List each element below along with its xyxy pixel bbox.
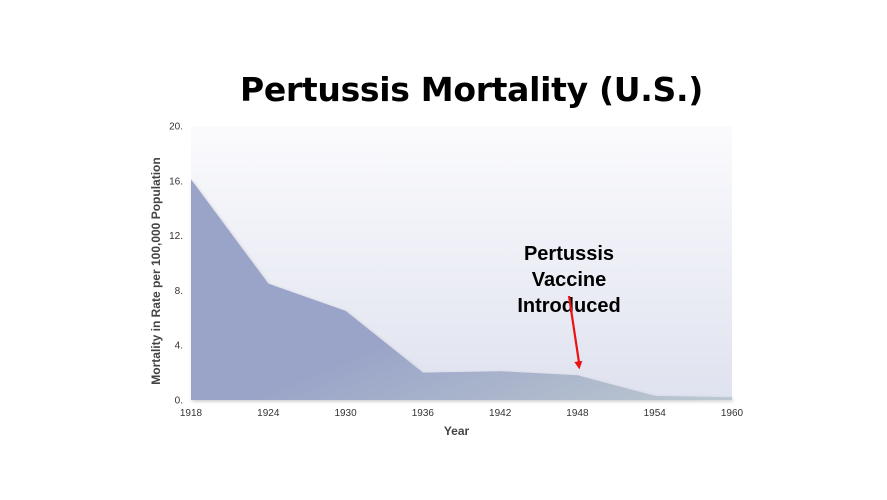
y-tick-label: 8.: [175, 286, 183, 297]
data-point-1924: [267, 282, 270, 285]
chart-title: Pertussis Mortality (U.S.): [239, 70, 704, 109]
data-point-1942: [499, 370, 502, 373]
y-tick-label: 4.: [175, 341, 183, 352]
data-point-1936: [421, 371, 424, 374]
x-tick-label: 1924: [257, 408, 280, 419]
x-tick-label: 1918: [180, 408, 203, 419]
data-point-1948: [576, 374, 579, 377]
y-tick-label: 0.: [175, 396, 183, 407]
x-tick-label: 1936: [412, 408, 435, 419]
x-tick-label: 1954: [644, 408, 667, 419]
y-axis-title: Mortality in Rate per 100,000 Population: [149, 157, 163, 384]
y-tick-label: 16.: [169, 176, 183, 187]
annotation-arrow-head: [574, 360, 583, 370]
y-tick-label: 12.: [169, 231, 183, 242]
x-tick-label: 1960: [721, 408, 744, 419]
annotation-text-line: Pertussis: [524, 243, 614, 265]
annotation-text-line: Introduced: [517, 295, 620, 317]
data-point-1960: [731, 396, 734, 399]
x-tick-label: 1942: [489, 408, 512, 419]
annotation-arrow-line: [567, 295, 581, 366]
data-point-1954: [653, 394, 656, 397]
x-tick-label: 1930: [334, 408, 357, 419]
annotation-text-line: Vaccine: [532, 269, 607, 291]
x-tick-label: 1948: [566, 408, 589, 419]
x-axis-title: Year: [444, 424, 470, 438]
data-point-1930: [344, 309, 347, 312]
data-point-1918: [190, 178, 193, 181]
y-tick-label: 20.: [169, 122, 183, 133]
area-series: [191, 179, 732, 400]
